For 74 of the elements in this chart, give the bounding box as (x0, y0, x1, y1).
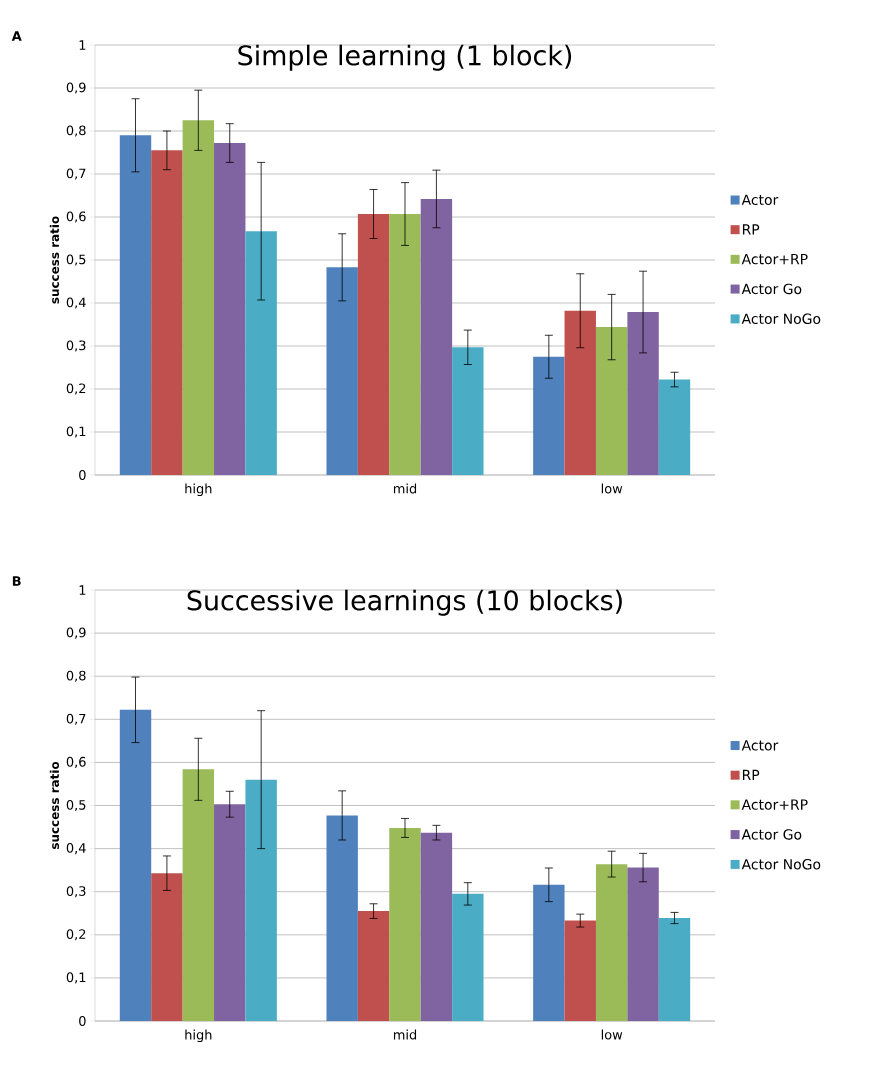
x-tick-label: low (601, 483, 623, 494)
bar (245, 779, 277, 1022)
bar (452, 347, 484, 476)
y-tick-label: 0,9 (66, 82, 86, 94)
x-tick-label: mid (393, 1029, 417, 1040)
y-tick-label: 0,4 (66, 843, 86, 855)
y-axis-title: success ratio (49, 761, 60, 850)
legend-label: Actor Go (741, 283, 802, 295)
y-tick-label: 0,6 (66, 756, 86, 768)
bar (420, 198, 453, 476)
legend-label: RP (742, 769, 760, 781)
legend-label: Actor NoGo (741, 858, 821, 870)
y-tick-label: 1 (79, 585, 86, 595)
y-tick-label: 0 (79, 470, 86, 480)
y-tick-label: 0,8 (66, 670, 86, 682)
y-tick-label: 0,1 (66, 426, 86, 438)
bar (326, 815, 358, 1022)
legend-label: Actor (741, 194, 779, 206)
y-tick-label: 0,9 (66, 627, 86, 639)
x-tick-label: low (601, 1029, 623, 1040)
bar (627, 867, 659, 1022)
y-tick-label: 0,2 (66, 929, 86, 941)
bar (564, 310, 596, 476)
y-tick-label: 0,6 (66, 211, 86, 223)
chart-title: Successive learnings (10 blocks) (187, 589, 622, 616)
bar (245, 231, 277, 476)
bar (357, 214, 390, 476)
legend-label: Actor+RP (741, 253, 808, 265)
bar (214, 804, 246, 1022)
x-tick-label: mid (393, 483, 417, 494)
bar (564, 920, 596, 1022)
bar (357, 911, 390, 1022)
legend-label: Actor Go (741, 829, 802, 840)
y-tick-label: 0,5 (66, 254, 86, 266)
text: B (12, 576, 21, 586)
bar (658, 379, 691, 476)
bar (182, 769, 215, 1022)
bar (214, 143, 246, 476)
y-tick-label: 0,3 (66, 886, 86, 898)
bar (627, 312, 659, 476)
legend-label: RP (742, 224, 760, 235)
legend-label: Actor+RP (741, 799, 808, 810)
bar (151, 873, 183, 1022)
bar (533, 356, 565, 476)
bar (533, 884, 565, 1022)
bar (389, 827, 421, 1022)
bar (151, 150, 183, 476)
bar (595, 327, 628, 476)
bar (658, 918, 691, 1022)
x-tick-label: high (185, 483, 212, 497)
y-tick-label: 0,4 (66, 297, 86, 309)
y-tick-label: 0 (79, 1016, 86, 1026)
y-tick-label: 1 (79, 40, 86, 50)
bar (326, 267, 358, 476)
y-tick-label: 0,2 (66, 383, 86, 395)
y-tick-label: 0,7 (66, 713, 86, 725)
chart-title: Simple learning (1 block) (238, 44, 572, 71)
x-tick-label: high (185, 1029, 212, 1043)
text: A (11, 31, 22, 41)
legend-label: Actor (741, 740, 779, 751)
legend-label: Actor NoGo (741, 313, 821, 325)
bar (119, 135, 152, 476)
bar (452, 893, 484, 1022)
y-tick-label: 0,5 (66, 799, 86, 812)
bar (389, 214, 421, 476)
bar (595, 864, 628, 1022)
y-tick-label: 0,1 (66, 972, 86, 984)
bar (182, 120, 215, 476)
y-tick-label: 0,3 (66, 340, 86, 352)
bar (119, 709, 152, 1022)
y-tick-label: 0,8 (66, 125, 86, 137)
y-tick-label: 0,7 (66, 168, 86, 180)
bar (420, 832, 453, 1022)
y-axis-title: success ratio (49, 216, 60, 304)
